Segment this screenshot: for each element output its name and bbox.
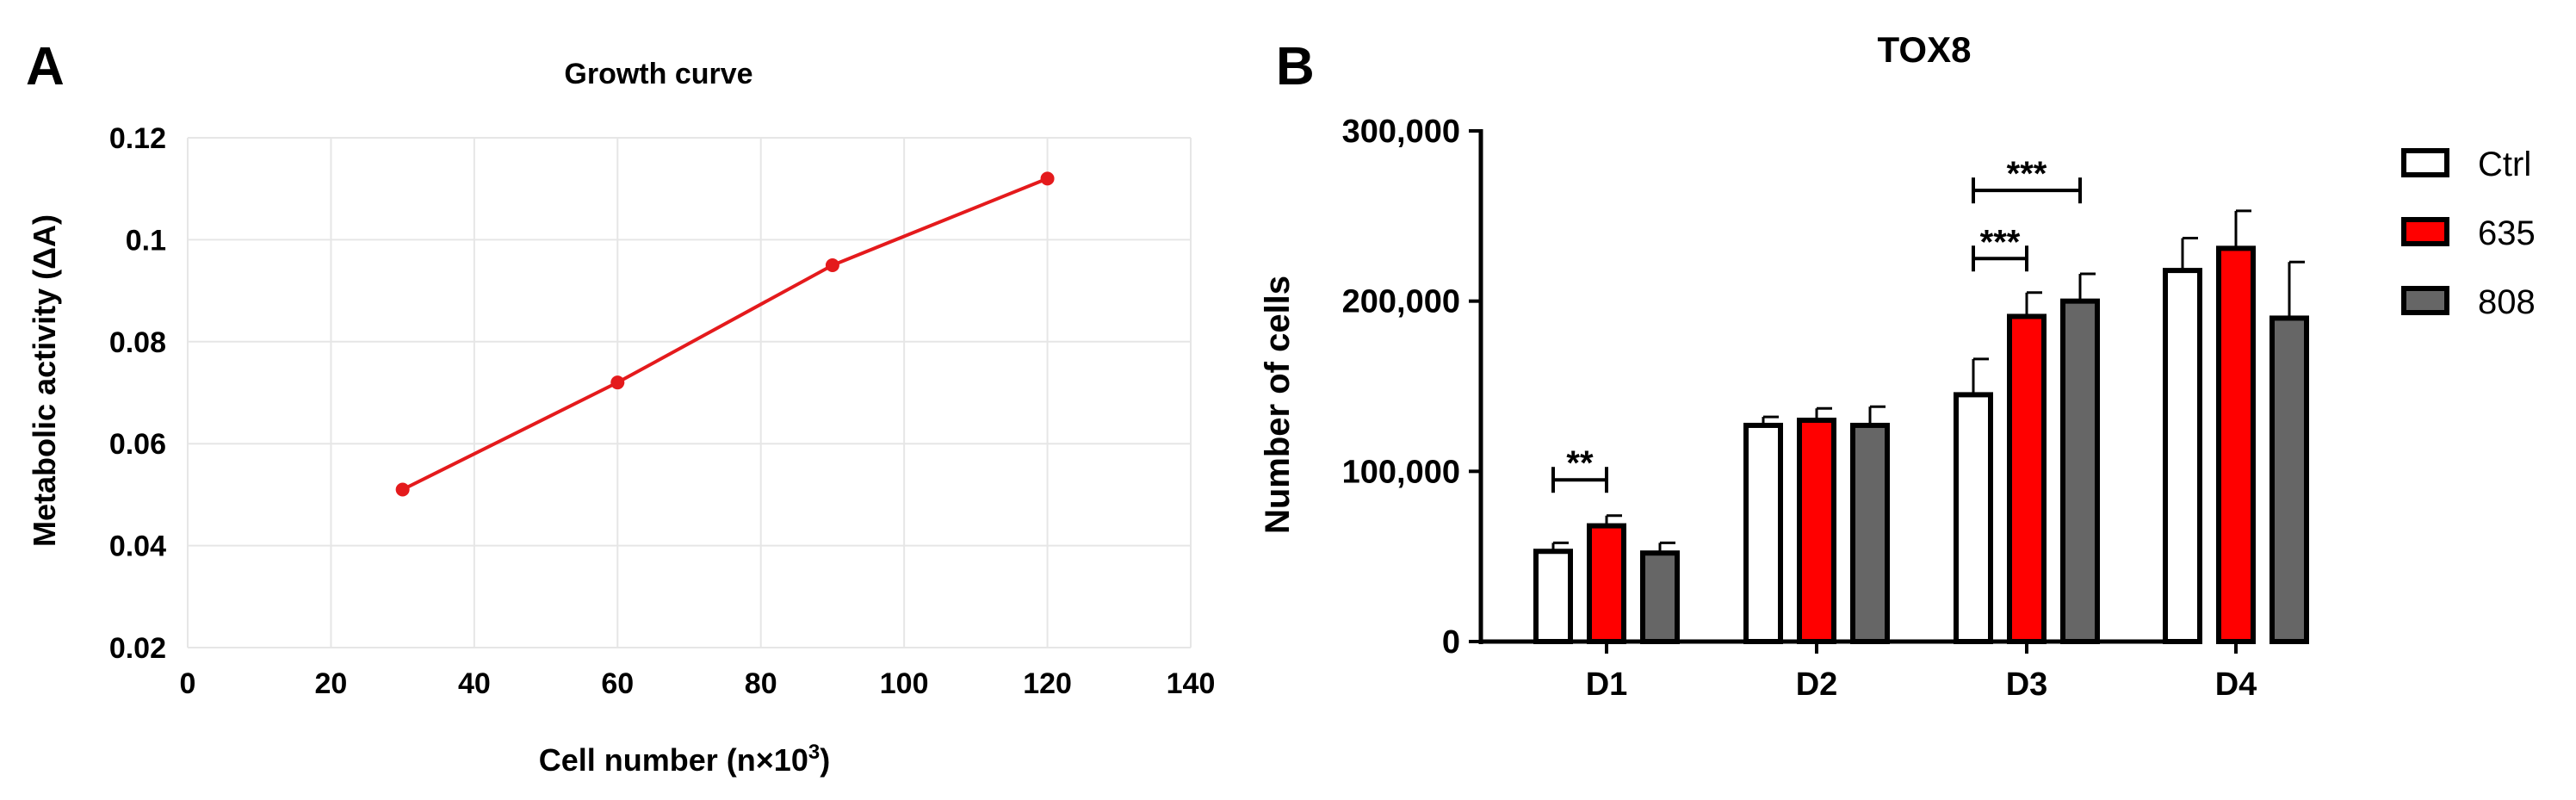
x-tick-label: 0 [180, 667, 196, 700]
chart-a-title: Growth curve [564, 58, 752, 90]
chart-b-title: TOX8 [1878, 29, 1972, 70]
chart-b-significance: ******** [1551, 155, 2082, 493]
bar-808 [2060, 298, 2100, 644]
bar-ctrl [2163, 268, 2202, 644]
x-tick-label: 120 [1023, 667, 1072, 700]
x-tick-label: 100 [880, 667, 929, 700]
chart-a-y-axis-label: Metabolic activity (ΔA) [27, 214, 62, 547]
legend-label: 808 [2478, 283, 2536, 321]
y-tick-label: 0 [1442, 624, 1460, 660]
x-label-main: Cell number (n×10 [539, 742, 808, 778]
y-tick-label: 0.04 [109, 530, 166, 563]
bar-635 [1797, 418, 1836, 644]
chart-b-y-ticks: 0 100,000 200,000 300,000 [1342, 114, 1481, 660]
x-tick-label: 60 [601, 667, 634, 700]
chart-b-legend: Ctrl 635 808 [2401, 146, 2536, 321]
chart-b-axes [1478, 129, 2183, 644]
legend-swatch-635 [2401, 217, 2449, 246]
chart-b-bars [1533, 245, 2309, 645]
data-point [825, 258, 839, 272]
bar-808 [2269, 315, 2309, 644]
y-tick-label: 0.1 [126, 224, 166, 257]
x-tick-label: 40 [458, 667, 491, 700]
legend-label: Ctrl [2478, 146, 2531, 183]
growth-curve-chart: Growth curve 0 20 40 60 80 100 120 140 0.02 0.04… [27, 58, 1215, 778]
chart-b-error-bars [1551, 209, 2305, 554]
chart-a-x-axis-label: Cell number (n×103) [539, 741, 830, 778]
bar-635 [2007, 313, 2047, 644]
x-tick-label: D1 [1586, 667, 1628, 703]
data-point [1040, 171, 1055, 186]
growth-series-points [395, 171, 1055, 497]
sig-label: *** [1980, 223, 2021, 261]
growth-series-line [401, 177, 1049, 492]
bar-808 [1640, 550, 1680, 644]
chart-a-x-ticks: 0 20 40 60 80 100 120 140 [180, 667, 1216, 700]
chart-b-y-axis-label: Number of cells [1259, 276, 1297, 534]
x-tick-label: D2 [1796, 667, 1838, 703]
x-tick-label: 80 [745, 667, 777, 700]
bar-635 [1587, 523, 1626, 644]
x-tick-label: D3 [2006, 667, 2048, 703]
bar-ctrl [1533, 549, 1573, 645]
x-tick-label: 140 [1167, 667, 1216, 700]
chart-a-gridlines [187, 137, 1192, 648]
x-label-superscript: 3 [808, 741, 820, 764]
legend-swatch-808 [2401, 286, 2449, 315]
x-tick-label: D4 [2215, 667, 2257, 703]
sig-label: *** [2007, 155, 2047, 193]
y-tick-label: 200,000 [1342, 284, 1460, 320]
y-tick-label: 300,000 [1342, 114, 1460, 150]
data-point [610, 375, 625, 390]
data-point [395, 482, 410, 497]
bar-ctrl [1743, 422, 1783, 645]
y-tick-label: 0.02 [109, 632, 166, 665]
y-tick-label: 100,000 [1342, 454, 1460, 490]
bar-808 [1850, 422, 1890, 645]
y-tick-label: 0.06 [109, 428, 166, 461]
chart-a-y-ticks: 0.02 0.04 0.06 0.08 0.1 0.12 [109, 122, 166, 665]
x-label-close: ) [820, 742, 830, 778]
chart-b-x-ticks: D1 D2 D3 D4 [1586, 642, 2257, 703]
panel-b-label: B [1276, 37, 1315, 96]
panel-a-label: A [26, 37, 65, 96]
y-tick-label: 0.12 [109, 122, 166, 155]
bar-635 [2216, 245, 2256, 644]
x-tick-label: 20 [315, 667, 348, 700]
y-tick-label: 0.08 [109, 326, 166, 359]
legend-swatch-ctrl [2401, 148, 2449, 177]
legend-label: 635 [2478, 214, 2536, 252]
sig-label: ** [1566, 444, 1594, 482]
bar-ctrl [1954, 392, 1993, 644]
